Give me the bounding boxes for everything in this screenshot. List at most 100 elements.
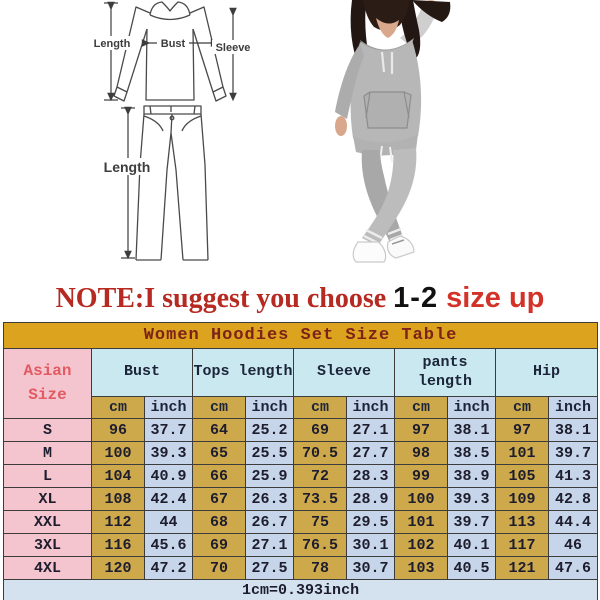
inch-value: 38.5 (447, 441, 496, 465)
cm-value: 66 (192, 464, 246, 488)
inch-value: 38.1 (547, 418, 599, 442)
unit-header-cm: cm (495, 396, 549, 419)
unit-header-cm: cm (91, 396, 145, 419)
cm-value: 76.5 (293, 533, 347, 557)
cm-value: 101 (394, 510, 448, 534)
measure-labels: Length Bust Sleeve Length (92, 36, 254, 175)
note-prefix: NOTE:I suggest you choose (55, 283, 394, 314)
inch-value: 47.6 (547, 556, 599, 580)
bust-label: Bust (161, 38, 186, 50)
inch-value: 40.9 (144, 464, 193, 488)
cm-value: 116 (91, 533, 145, 557)
size-label: M (3, 441, 92, 465)
table-group-header-row: Asian Size Bust Tops length Sleeve pants… (3, 348, 599, 419)
corner-header-asian-size: Asian Size (3, 348, 92, 419)
cm-value: 70 (192, 556, 246, 580)
cm-value: 113 (495, 510, 549, 534)
inch-value: 30.7 (346, 556, 395, 580)
inch-value: 40.5 (447, 556, 496, 580)
cm-value: 103 (394, 556, 448, 580)
cm-value: 117 (495, 533, 549, 557)
inch-value: 30.1 (346, 533, 395, 557)
inch-value: 38.9 (447, 464, 496, 488)
pants-length-label: Length (104, 159, 151, 175)
cm-value: 112 (91, 510, 145, 534)
inch-value: 26.7 (245, 510, 294, 534)
cm-value: 65 (192, 441, 246, 465)
cm-value: 68 (192, 510, 246, 534)
table-row: M 100 39.3 65 25.5 70.5 27.7 98 38.5 101 39.7 (3, 441, 599, 465)
cm-value: 72 (293, 464, 347, 488)
pants-sketch (135, 105, 209, 261)
size-table: Women Hoodies Set Size Table Asian Size … (2, 322, 599, 600)
inch-value: 28.3 (346, 464, 395, 488)
col-group-sleeve: Sleeve (293, 348, 395, 397)
cm-value: 97 (495, 418, 549, 442)
cm-value: 121 (495, 556, 549, 580)
table-row: 3XL 116 45.6 69 27.1 76.5 30.1 102 40.1 117 46 (3, 533, 599, 557)
inch-value: 42.8 (547, 487, 599, 511)
cm-value: 78 (293, 556, 347, 580)
inch-value: 47.2 (144, 556, 193, 580)
size-label: 3XL (3, 533, 92, 557)
cm-value: 64 (192, 418, 246, 442)
cm-value: 99 (394, 464, 448, 488)
size-label: 4XL (3, 556, 92, 580)
cm-value: 105 (495, 464, 549, 488)
size-rows: S 96 37.7 64 25.2 69 27.1 97 38.1 97 38.1 M 100 39.3 6… (3, 418, 599, 580)
size-label: XXL (3, 510, 92, 534)
inch-value: 27.1 (346, 418, 395, 442)
inch-value: 25.2 (245, 418, 294, 442)
inch-value: 41.3 (547, 464, 599, 488)
inch-value: 28.9 (346, 487, 395, 511)
table-footer-row: 1cm=0.393inch (2, 579, 599, 600)
cm-value: 109 (495, 487, 549, 511)
unit-header-inch: inch (245, 396, 294, 419)
table-title-row: Women Hoodies Set Size Table (2, 322, 599, 349)
cm-value: 70.5 (293, 441, 347, 465)
unit-header-inch: inch (447, 396, 496, 419)
table-row: S 96 37.7 64 25.2 69 27.1 97 38.1 97 38.1 (3, 418, 599, 442)
inch-value: 39.3 (144, 441, 193, 465)
table-unit-header-row: cm inch cm inch cm inch cm inch cm inch (4, 396, 599, 419)
col-group-hip: Hip (494, 348, 599, 397)
conversion-note: 1cm=0.393inch (2, 579, 599, 600)
inch-value: 39.7 (547, 441, 599, 465)
cm-value: 69 (293, 418, 347, 442)
inch-value: 46 (547, 533, 599, 557)
cm-value: 101 (495, 441, 549, 465)
model-figure (335, 0, 451, 263)
inch-value: 27.7 (346, 441, 395, 465)
cm-value: 73.5 (293, 487, 347, 511)
table-row: L 104 40.9 66 25.9 72 28.3 99 38.9 105 41.3 (3, 464, 599, 488)
col-group-bust: Bust (91, 348, 193, 397)
unit-header-inch: inch (547, 396, 599, 419)
inch-value: 29.5 (346, 510, 395, 534)
top-length-label: Length (94, 38, 131, 50)
inch-value: 26.3 (245, 487, 294, 511)
shirt-sketch (113, 1, 227, 102)
inch-value: 27.5 (245, 556, 294, 580)
cm-value: 75 (293, 510, 347, 534)
unit-header-cm: cm (293, 396, 347, 419)
inch-value: 25.5 (245, 441, 294, 465)
col-group-tops-length: Tops length (192, 348, 294, 397)
table-title: Women Hoodies Set Size Table (2, 322, 599, 349)
note-sizes: 1-2 (393, 282, 439, 314)
inch-value: 38.1 (447, 418, 496, 442)
unit-header-inch: inch (144, 396, 193, 419)
size-label: S (3, 418, 92, 442)
cm-value: 98 (394, 441, 448, 465)
garment-measurement-diagram: Length Bust Sleeve Length (92, 1, 254, 261)
note-size-up: size up (446, 282, 545, 314)
cm-value: 100 (394, 487, 448, 511)
cm-value: 108 (91, 487, 145, 511)
unit-header-cm: cm (394, 396, 448, 419)
cm-value: 67 (192, 487, 246, 511)
sleeve-label: Sleeve (216, 42, 251, 54)
inch-value: 27.1 (245, 533, 294, 557)
inch-value: 39.3 (447, 487, 496, 511)
inch-value: 44.4 (547, 510, 599, 534)
unit-header-cm: cm (192, 396, 246, 419)
